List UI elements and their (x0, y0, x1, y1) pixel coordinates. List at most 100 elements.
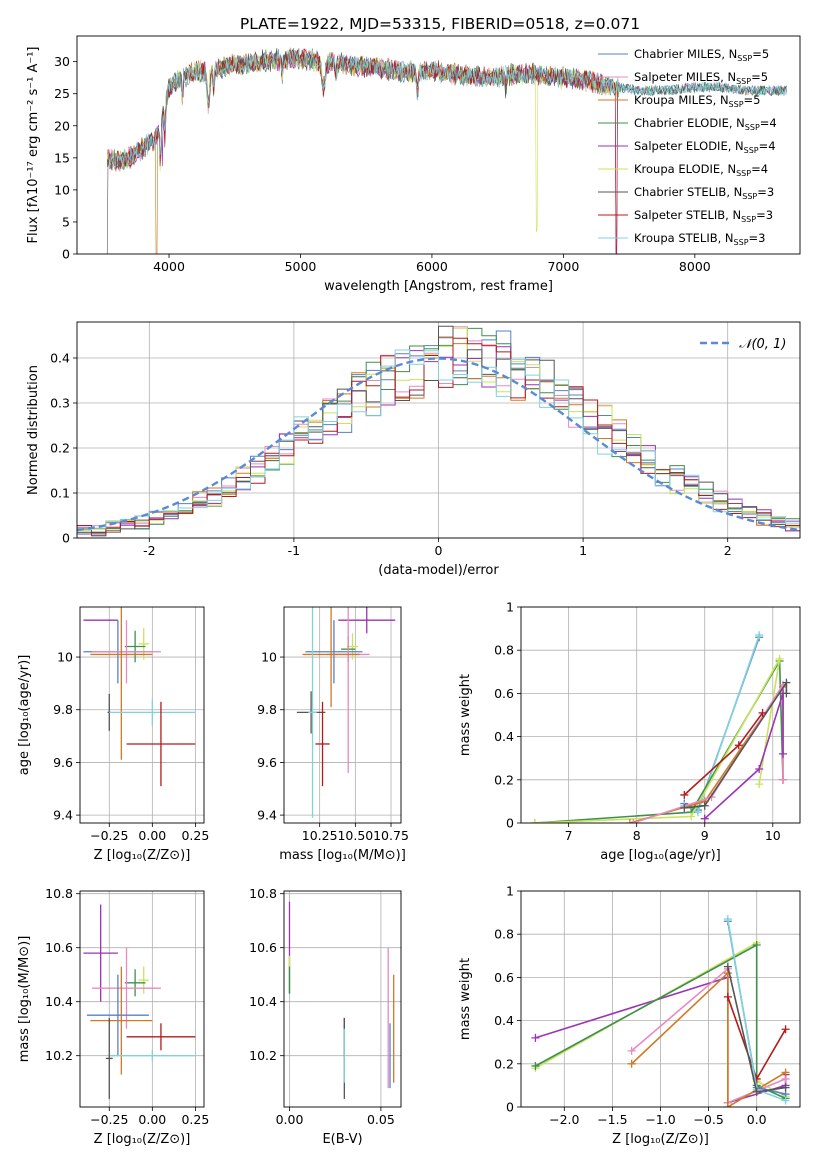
weight-line-series-6 (684, 679, 788, 809)
legend-label-subscript: SSP (734, 238, 749, 247)
legend-label-tail: =3 (757, 185, 774, 199)
y-tick-label: 0.6 (494, 686, 514, 701)
x-tick-label: 10.75 (373, 828, 409, 843)
x-tick-label: 8000 (679, 259, 711, 274)
x-tick-label: 2 (724, 543, 732, 558)
legend-entry-1: Salpeter MILES, NSSP=5 (634, 70, 768, 86)
weight-marker (627, 1059, 636, 1068)
data-point (109, 1050, 196, 1062)
y-tick-label: 10.6 (45, 940, 73, 955)
y-tick-label: 9.6 (53, 755, 73, 770)
x-tick-label: −0.25 (90, 1112, 128, 1127)
y-tick-label: 10.8 (45, 886, 73, 901)
x-axis-label: Z [log₁₀(Z/Z⊙)] (94, 1132, 191, 1147)
legend-label-tail: =4 (751, 162, 768, 176)
y-tick-label: 0 (62, 531, 70, 546)
weight-marker (781, 1083, 790, 1092)
data-point (126, 701, 196, 787)
y-tick-label: 1 (506, 600, 514, 615)
y-axis-label: mass [log₁₀(M/M⊙)] (17, 936, 32, 1063)
spectrum-frame: 4000 5000 6000 7000 8000 0 5 10 15 20 25 30 waveleng… (26, 35, 801, 294)
data-point (124, 969, 146, 997)
weight-marker (723, 992, 732, 1001)
weight-marker (700, 814, 709, 823)
x-tick-label: 8 (633, 828, 641, 843)
x-tick-label: 0.25 (181, 828, 209, 843)
weight-line-series-5 (534, 658, 781, 823)
legend-label-tail: =5 (752, 47, 769, 61)
x-axis-label: wavelength [Angstrom, rest frame] (324, 279, 553, 294)
x-axis-label: age [log₁₀(age/yr)] (600, 848, 721, 863)
x-tick-label: 4000 (153, 259, 185, 274)
legend-label-tail: =3 (756, 208, 773, 222)
weight-vs-Z-frame: −2.0 −1.5 −1.0 −0.5 0.0 0 0.2 0.4 0.6 0.8 1 Z [log₁… (458, 884, 801, 1147)
x-tick-label: 0 (435, 543, 443, 558)
data-point (308, 607, 317, 818)
x-axis-label: Z [log₁₀(Z/Z⊙)] (94, 848, 191, 863)
legend-label-tail: =4 (759, 139, 776, 153)
weight-vs-Z-lines (531, 915, 790, 1107)
legend-label-tail: =3 (749, 231, 766, 245)
legend-label: Kroupa MILES, N (634, 93, 729, 107)
y-tick-label: 10 (261, 650, 277, 665)
data-point (124, 630, 146, 663)
data-point (90, 966, 153, 1075)
weight-marker (778, 775, 787, 784)
y-tick-label: 0.4 (494, 1013, 514, 1028)
y-axis-label: age [log₁₀(age/yr)] (17, 655, 32, 776)
weight-marker (680, 803, 689, 812)
data-point (86, 974, 149, 1056)
x-tick-label: 10 (765, 828, 781, 843)
age-vs-mass-errorbars (296, 607, 396, 818)
spectrum-series-8 (106, 48, 787, 169)
x-tick-label: 10.25 (302, 828, 338, 843)
weight-line-series-7 (683, 712, 764, 796)
mass-vs-EBV-spines (283, 890, 402, 1108)
histogram-series-8 (77, 349, 800, 538)
mass-vs-Z-errorbars (83, 904, 196, 1099)
y-tick-label: 9.6 (257, 755, 277, 770)
x-tick-label: 7 (565, 828, 573, 843)
y-tick-label: 0.1 (50, 486, 70, 501)
y-tick-label: 30 (54, 54, 70, 69)
age-vs-Z-errorbars (83, 607, 196, 787)
residual-histograms (77, 325, 800, 538)
data-point (90, 607, 153, 760)
gaussian-reference-curve (77, 357, 800, 532)
weight-vs-age-spines (520, 606, 801, 824)
y-axis-label: Normed distribution (26, 365, 41, 495)
mass-vs-EBV-errorbars (288, 901, 395, 1099)
legend-label: Chabrier STELIB, N (634, 185, 742, 199)
data-point (109, 699, 196, 726)
x-tick-label: -1 (288, 543, 300, 558)
legend-entry-8: Kroupa STELIB, NSSP=3 (634, 231, 765, 247)
y-tick-label: 0.6 (494, 970, 514, 985)
weight-marker (723, 962, 732, 971)
y-tick-label: 5 (62, 214, 70, 229)
weight-marker (687, 812, 696, 821)
weight-marker (758, 708, 767, 717)
legend-label-tail: =5 (744, 93, 761, 107)
weight-marker (723, 1103, 732, 1107)
x-tick-label: 10.50 (337, 828, 373, 843)
weight-marker (680, 790, 689, 799)
legend-entry-7: Salpeter STELIB, NSSP=3 (634, 208, 773, 224)
age-vs-Z-frame: −0.25 0.00 0.25 9.4 9.6 9.8 10 Z [log₁₀(Z/Z⊙)] a… (17, 606, 209, 863)
weight-marker (693, 808, 702, 817)
y-tick-label: 0.2 (50, 441, 70, 456)
y-tick-label: 0.2 (494, 772, 514, 787)
weight-vs-age-frame: 7 8 9 10 0 0.2 0.4 0.6 0.8 1 age [log₁₀(age/yr)] ma… (458, 600, 801, 863)
spectrum-lines (106, 47, 787, 254)
y-tick-label: 15 (54, 150, 70, 165)
x-tick-label: 0.05 (367, 1112, 395, 1127)
y-tick-label: 10.8 (249, 886, 277, 901)
legend-label-tail: =4 (760, 116, 777, 130)
x-axis-label: E(B-V) (322, 1132, 362, 1147)
age-vs-mass-axes (284, 607, 401, 823)
weight-marker (782, 689, 791, 698)
legend-label-subscript: SSP (736, 169, 751, 178)
spectrum-series-5 (106, 49, 619, 232)
y-axis-label: mass weight (458, 674, 473, 756)
y-tick-label: 10 (54, 182, 70, 197)
